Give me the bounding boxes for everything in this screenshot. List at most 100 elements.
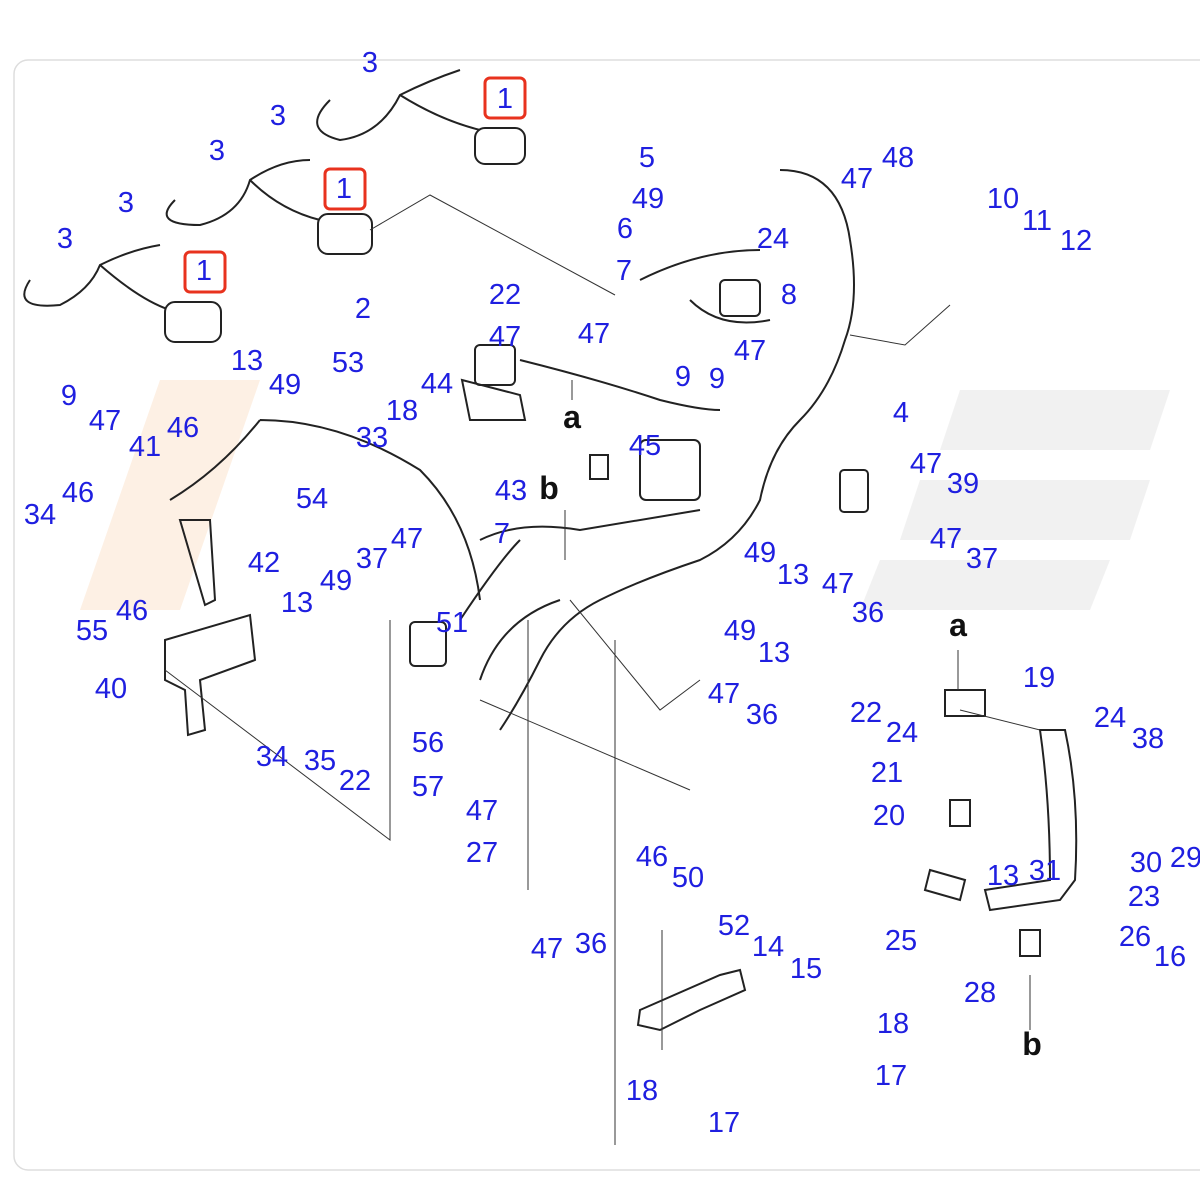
part-number: 56 (412, 727, 444, 759)
part-number: 3 (57, 223, 73, 255)
part-number: 50 (672, 862, 704, 894)
part-number: 47 (391, 523, 423, 555)
part-number: 37 (356, 543, 388, 575)
harness-drawing (23, 69, 1078, 1145)
part-number: 53 (332, 347, 364, 379)
part-number: 47 (841, 163, 873, 195)
part-number: 13 (281, 587, 313, 619)
part-number: 9 (709, 363, 725, 395)
highlight-box (323, 167, 367, 211)
part-number: 36 (575, 928, 607, 960)
part-number: 17 (708, 1107, 740, 1139)
part-number: 57 (412, 771, 444, 803)
part-number: 47 (910, 448, 942, 480)
part-number: 45 (629, 430, 661, 462)
part-number: 13 (758, 637, 790, 669)
part-number: 15 (790, 953, 822, 985)
view-marker: b (1022, 1026, 1042, 1062)
part-number: 48 (882, 142, 914, 174)
watermark (80, 380, 1170, 610)
part-number: 13 (231, 345, 263, 377)
part-number: 20 (873, 800, 905, 832)
part-number: 22 (339, 765, 371, 797)
part-number: 1 (336, 173, 352, 205)
frame (13, 59, 1200, 1171)
part-number: 47 (822, 568, 854, 600)
part-number: 1 (196, 255, 212, 287)
part-number: 18 (386, 395, 418, 427)
part-number: 47 (734, 335, 766, 367)
part-number: 38 (1132, 723, 1164, 755)
part-number: 4 (893, 397, 909, 429)
part-number: 35 (304, 745, 336, 777)
highlight-boxes (183, 76, 527, 294)
view-marker: a (563, 399, 581, 435)
part-number: 19 (1023, 662, 1055, 694)
part-number: 31 (1029, 855, 1061, 887)
part-number: 30 (1130, 847, 1162, 879)
part-number: 54 (296, 483, 328, 515)
part-number: 27 (466, 837, 498, 869)
part-number: 47 (531, 933, 563, 965)
part-number: 9 (61, 380, 77, 412)
part-number: 39 (947, 468, 979, 500)
part-number: 24 (886, 717, 918, 749)
part-number: 16 (1154, 941, 1186, 973)
part-number: 46 (636, 841, 668, 873)
part-number: 47 (489, 321, 521, 353)
part-number: 10 (987, 183, 1019, 215)
part-number: 47 (708, 678, 740, 710)
highlight-box (483, 76, 527, 120)
part-number: 40 (95, 673, 127, 705)
part-number: 22 (850, 697, 882, 729)
part-number: 12 (1060, 225, 1092, 257)
part-number: 49 (632, 183, 664, 215)
part-number: 47 (466, 795, 498, 827)
part-number: 22 (489, 279, 521, 311)
part-number: 36 (852, 597, 884, 629)
part-number: 3 (118, 187, 134, 219)
part-number: 26 (1119, 921, 1151, 953)
part-number: 49 (724, 615, 756, 647)
part-number: 29 (1170, 842, 1200, 874)
part-number: 17 (875, 1060, 907, 1092)
part-number: 37 (966, 543, 998, 575)
part-number: 46 (116, 595, 148, 627)
part-number: 55 (76, 615, 108, 647)
part-number: 44 (421, 368, 453, 400)
part-number: 42 (248, 547, 280, 579)
view-marker: b (539, 470, 559, 506)
part-number: 33 (356, 422, 388, 454)
part-number: 18 (877, 1008, 909, 1040)
part-number: 47 (578, 318, 610, 350)
part-number: 3 (362, 47, 378, 79)
part-number: 6 (617, 213, 633, 245)
part-number: 13 (987, 860, 1019, 892)
part-number: 34 (24, 499, 56, 531)
part-number: 25 (885, 925, 917, 957)
part-number: 28 (964, 977, 996, 1009)
part-number: 46 (167, 412, 199, 444)
part-number: 49 (320, 565, 352, 597)
part-number: 34 (256, 741, 288, 773)
part-number: 24 (1094, 702, 1126, 734)
part-number: 21 (871, 757, 903, 789)
part-number: 5 (639, 142, 655, 174)
part-number: 43 (495, 475, 527, 507)
part-number: 47 (930, 523, 962, 555)
part-number: 2 (355, 293, 371, 325)
part-number: 18 (626, 1075, 658, 1107)
part-number: 14 (752, 931, 784, 963)
part-number: 1 (497, 83, 513, 115)
part-number: 23 (1128, 881, 1160, 913)
part-number: 41 (129, 431, 161, 463)
part-number: 49 (744, 537, 776, 569)
part-number: 49 (269, 369, 301, 401)
part-number: 36 (746, 699, 778, 731)
part-number: 8 (781, 279, 797, 311)
part-number: 46 (62, 477, 94, 509)
part-number: 3 (209, 135, 225, 167)
